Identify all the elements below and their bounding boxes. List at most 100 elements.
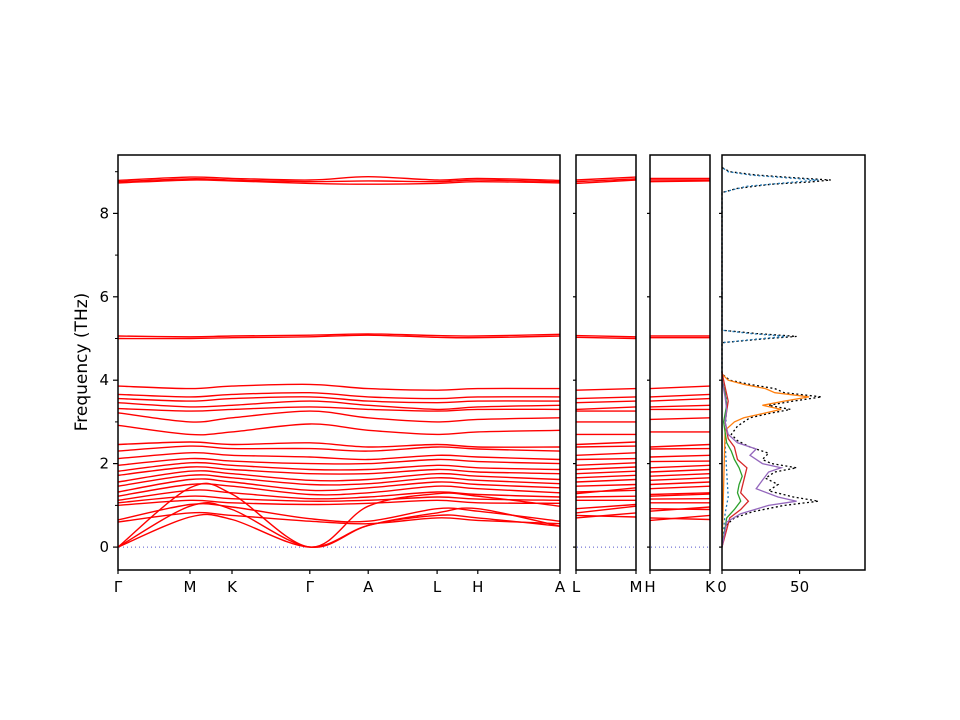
phonon-band: [575, 462, 637, 466]
phonon-band: [649, 397, 711, 402]
phonon-band: [649, 417, 711, 421]
phonon-band: [117, 423, 561, 436]
phonon-band: [649, 468, 711, 473]
phonon-band: [575, 406, 637, 411]
phonon-band: [117, 474, 561, 487]
phonon-band: [117, 502, 561, 523]
phonon-band: [649, 404, 711, 408]
phonon-band: [117, 482, 561, 548]
y-axis-label: Frequency (THz): [72, 292, 92, 432]
phonon-band: [649, 460, 711, 463]
phonon-band: [575, 179, 637, 185]
panel-frame: [721, 154, 866, 571]
phonon-band: [649, 385, 711, 390]
phonon-band: [575, 396, 637, 400]
x-tick-label: A: [363, 578, 374, 596]
phonon-band: [117, 457, 561, 466]
x-tick-label: Γ: [306, 578, 315, 596]
x-tick-label: Γ: [114, 578, 123, 596]
phonon-band: [117, 383, 561, 391]
panel-frame: [117, 154, 561, 571]
phonon-band: [117, 179, 561, 185]
phonon-band: [575, 478, 637, 483]
phonon-band: [575, 441, 637, 446]
total-dos-curve: [721, 166, 831, 548]
y-tick-label: 0: [99, 538, 109, 556]
phonon-band: [575, 334, 637, 338]
y-tick-label: 2: [99, 455, 109, 473]
phonon-band: [575, 457, 637, 461]
x-tick-label: 0: [717, 578, 727, 596]
phonon-band: [575, 474, 637, 479]
phonon-band: [649, 493, 711, 497]
partial-dos-green-curve: [721, 380, 743, 548]
phonon-band: [575, 466, 637, 471]
phonon-band: [117, 333, 561, 338]
phonon-band: [117, 470, 561, 483]
phonon-band: [117, 396, 561, 404]
y-tick-label: 6: [99, 288, 109, 306]
phonon-band: [117, 461, 561, 472]
phonon-band: [117, 483, 561, 497]
phonon-band: [575, 400, 637, 404]
phonon-band: [575, 452, 637, 456]
phonon-band: [575, 512, 637, 519]
phonon-band: [649, 517, 711, 521]
phonon-band: [117, 501, 561, 548]
phonon-band: [117, 334, 561, 340]
phonon-band: [649, 464, 711, 469]
phonon-band: [117, 511, 561, 525]
phonon-band: [575, 514, 637, 518]
panel-frame: [649, 154, 711, 571]
x-tick-label: H: [472, 578, 483, 596]
phonon-band: [117, 391, 561, 400]
phonon-band: [117, 445, 561, 452]
x-tick-label: A: [555, 578, 566, 596]
phonon-band: [117, 410, 561, 423]
phonon-band: [649, 180, 711, 183]
phonon-band: [649, 393, 711, 398]
partial-dos-red-curve: [721, 371, 750, 548]
phonon-band: [117, 478, 561, 493]
phonon-band: [117, 406, 561, 412]
panel-dos: 0 50: [717, 154, 866, 596]
phonon-band: [649, 492, 711, 496]
phonon-band: [117, 441, 561, 448]
phonon-band: [575, 445, 637, 448]
x-tick-label: 50: [790, 578, 809, 596]
phonon-band: [575, 505, 637, 514]
phonon-band: [117, 466, 561, 476]
partial-dos-blue-curve: [721, 166, 819, 548]
phonon-band: [649, 514, 711, 522]
phonon-band: [649, 477, 711, 481]
phonon-band: [575, 495, 637, 498]
phonon-band: [117, 178, 561, 183]
phonon-band: [575, 470, 637, 475]
phonon-band: [117, 400, 561, 411]
panel-frame: [575, 154, 637, 571]
phonon-band: [117, 452, 561, 461]
phonon-band: [649, 506, 711, 512]
phonon-band: [575, 387, 637, 391]
phonon-band: [117, 495, 561, 504]
x-tick-label: K: [705, 578, 716, 596]
phonon-band: [575, 336, 637, 340]
phonon-band: [649, 485, 711, 490]
x-tick-label: L: [433, 578, 442, 596]
x-tick-label: M: [184, 578, 197, 596]
phonon-band: [649, 454, 711, 458]
partial-dos-orange-curve: [721, 373, 810, 548]
phonon-band: [649, 481, 711, 486]
y-tick-label: 8: [99, 204, 109, 222]
phonon-band: [117, 175, 561, 182]
phonon-band: [575, 178, 637, 183]
phonon-band: [117, 499, 561, 507]
partial-dos-purple-curve: [721, 380, 797, 548]
x-tick-label: L: [572, 578, 581, 596]
x-tick-label: K: [227, 578, 238, 596]
phonon-band: [575, 176, 637, 181]
